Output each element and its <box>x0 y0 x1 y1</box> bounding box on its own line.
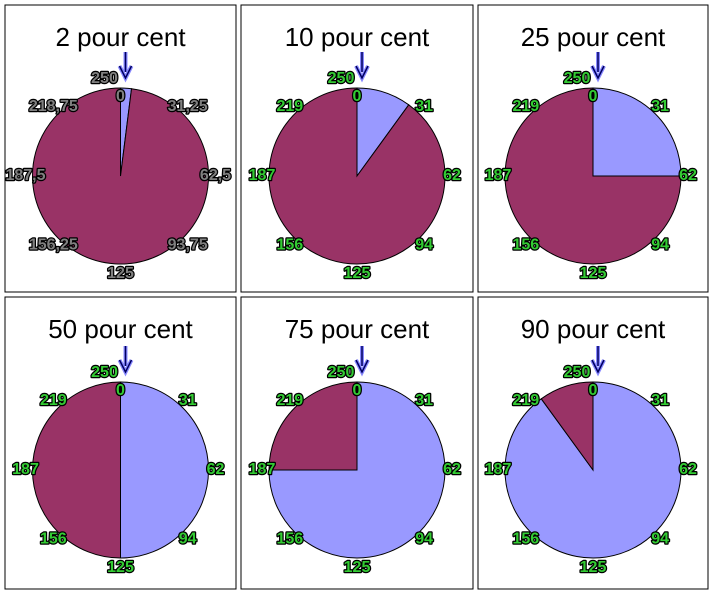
dial-label: 156 <box>512 531 539 548</box>
dial-label: 62 <box>207 461 225 478</box>
dial-label: 156 <box>276 237 303 254</box>
dial-label: 156 <box>512 237 539 254</box>
dial-label: 219 <box>276 98 303 115</box>
dial-label: 250 <box>91 364 118 381</box>
dial-label: 0 <box>589 382 598 399</box>
pie-slice <box>268 87 446 265</box>
dial-label: 0 <box>589 88 598 105</box>
dial-label: 219 <box>276 392 303 409</box>
dial-label: 187 <box>249 167 276 184</box>
arrow <box>118 52 133 80</box>
dial-label: 250 <box>328 70 355 87</box>
pie-slice <box>592 87 682 177</box>
dial-label: 31,25 <box>168 98 208 115</box>
dial-label: 250 <box>564 70 591 87</box>
pie-slice <box>120 381 209 559</box>
dial-label: 125 <box>344 559 371 576</box>
dial-label: 31 <box>651 98 669 115</box>
dial-label: 0 <box>353 382 362 399</box>
dial-label: 94 <box>415 237 433 254</box>
chart-title: 50 pour cent <box>48 314 193 344</box>
dial-label: 0 <box>353 88 362 105</box>
dial-label: 0 <box>116 88 125 105</box>
dial-label: 31 <box>651 392 669 409</box>
dial-label: 94 <box>415 531 433 548</box>
dial-label: 93,75 <box>168 237 208 254</box>
arrow <box>118 346 133 374</box>
dial-label: 219 <box>40 392 67 409</box>
dial-label: 62 <box>679 461 697 478</box>
pie-slice <box>32 87 209 265</box>
dial-label: 62 <box>679 167 697 184</box>
dial-label: 156,25 <box>29 237 78 254</box>
dial-label: 187 <box>485 461 512 478</box>
dial-label: 125 <box>580 265 607 282</box>
chart-title: 25 pour cent <box>521 22 666 52</box>
pie-slice <box>268 381 358 471</box>
arrow <box>355 52 369 80</box>
dial-label: 218,75 <box>29 98 78 115</box>
arrow <box>355 346 369 374</box>
chart-title: 75 pour cent <box>285 314 430 344</box>
pie-slice <box>504 87 682 265</box>
dial-label: 62,5 <box>200 167 231 184</box>
dial-label: 62 <box>443 167 461 184</box>
dial-label: 156 <box>276 531 303 548</box>
dial-label: 125 <box>107 559 134 576</box>
dial-label: 125 <box>344 265 371 282</box>
dial-label: 250 <box>328 364 355 381</box>
dial-label: 156 <box>40 531 67 548</box>
dial-label: 94 <box>651 531 669 548</box>
dial-label: 250 <box>564 364 591 381</box>
pie-slice <box>32 381 121 559</box>
dial-label: 187 <box>249 461 276 478</box>
dial-label: 31 <box>415 392 433 409</box>
dial-label: 94 <box>179 531 197 548</box>
dial-label: 31 <box>179 392 197 409</box>
dial-label: 187,5 <box>5 167 45 184</box>
dial-label: 0 <box>116 382 125 399</box>
chart-title: 2 pour cent <box>55 22 186 52</box>
dial-label: 94 <box>651 237 669 254</box>
dial-label: 125 <box>580 559 607 576</box>
dial-label: 250 <box>91 70 118 87</box>
dial-label: 62 <box>443 461 461 478</box>
arrow <box>591 52 605 80</box>
arrow <box>591 346 605 374</box>
dial-label: 187 <box>485 167 512 184</box>
dial-label: 125 <box>107 265 134 282</box>
chart-title: 10 pour cent <box>285 22 430 52</box>
chart-title: 90 pour cent <box>521 314 666 344</box>
pie-slice <box>540 381 594 472</box>
dial-label: 219 <box>512 392 539 409</box>
dial-label: 219 <box>512 98 539 115</box>
dial-label: 31 <box>415 98 433 115</box>
dial-label: 187 <box>12 461 39 478</box>
